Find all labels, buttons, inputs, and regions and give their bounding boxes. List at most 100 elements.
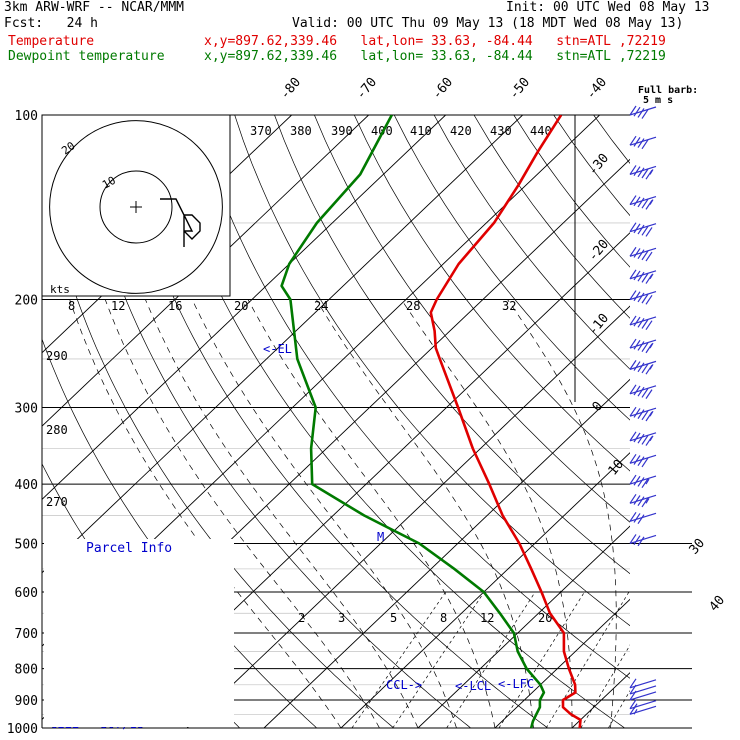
wind-barb-staff (629, 407, 657, 417)
moist-adiabat (401, 299, 573, 728)
wind-barb-flag (633, 223, 641, 234)
wind-barb (629, 534, 657, 547)
wind-barb-flag (629, 406, 637, 417)
theta-label: 370 (250, 124, 272, 138)
isotherm-label: -40 (584, 75, 611, 103)
wind-barb-flag (641, 139, 649, 150)
m-marker: M (377, 530, 384, 544)
mixing-ratio-label: 2 (298, 611, 305, 625)
wind-barb-flag (637, 197, 645, 208)
mixing-ratio-label: 5 (390, 611, 397, 625)
dry-adiabat (314, 115, 630, 523)
wind-barb-flag (637, 477, 645, 487)
wind-barb-flag (641, 457, 649, 468)
wind-barb (629, 431, 657, 446)
wind-barb-flag (629, 222, 637, 233)
dewpoint-trace (280, 115, 546, 728)
valid-time: Valid: 00 UTC Thu 09 May 13 (18 MDT Wed … (292, 16, 684, 31)
wind-barb (629, 246, 657, 262)
wind-barb-flag (637, 409, 645, 419)
dry-adiabat (593, 115, 630, 164)
temperature-legend: Temperature (8, 34, 95, 49)
isotherm-label: 10 (606, 457, 628, 479)
wind-barb-flag (629, 269, 637, 280)
mixing-ratio-label: 3 (338, 611, 345, 625)
wind-barb-flag (629, 705, 637, 715)
theta-label: 430 (490, 124, 512, 138)
forecast-hour: Fcst: 24 h (4, 16, 98, 31)
mixing-ratio-label: 20 (538, 611, 552, 625)
wind-barb (629, 195, 657, 210)
pressure-label-200: 200 (15, 294, 38, 309)
wind-barb (629, 453, 657, 468)
barb-scale-title: Full barb: (638, 85, 698, 96)
wind-barb-staff (629, 165, 657, 175)
init-time: Init: 00 UTC Wed 08 May 13 (506, 0, 710, 15)
wind-barb-flag (641, 342, 649, 353)
wind-barb-staff (629, 385, 657, 395)
wind-barb-flag (641, 319, 649, 329)
wind-barb-flag (633, 166, 641, 176)
mixing-ratio-label: 12 (480, 611, 494, 625)
hodograph-kts-label: kts (50, 283, 70, 296)
isotherm-label: -10 (586, 311, 613, 339)
wind-barb (629, 338, 657, 354)
theta-label: 380 (290, 124, 312, 138)
dry-adiabat (634, 115, 740, 728)
wind-barb-flag (633, 137, 641, 147)
wind-barb-flag (645, 294, 653, 305)
wind-barb-flag (641, 363, 649, 374)
wind-barb (629, 269, 657, 284)
wind-barb-flag (637, 536, 645, 547)
wind-barb-flag (629, 195, 637, 205)
wind-barb-half (645, 498, 650, 504)
dewpoint-legend: Dewpoint temperature (8, 49, 165, 64)
wind-barb-flag (633, 270, 641, 281)
dry-adiabat (353, 115, 630, 472)
wind-barb-staff (629, 316, 657, 326)
moist-adiabat (629, 299, 630, 300)
dry-adiabat (154, 115, 625, 728)
wind-barb-flag (633, 455, 641, 465)
mixing-ratio-line (498, 591, 585, 728)
wind-barb-half (649, 199, 654, 205)
mixing-ratio-label: 28 (406, 299, 420, 313)
wind-barb (629, 678, 657, 689)
isotherm (571, 672, 630, 728)
isotherm (494, 598, 630, 728)
wind-barb-flag (637, 167, 645, 178)
wind-barb-flag (637, 317, 645, 328)
wind-barb-flag (633, 248, 641, 258)
wind-barb-staff (629, 494, 657, 504)
wind-barb-flag (629, 360, 637, 370)
wind-barb-flag (637, 249, 645, 259)
wind-barb-staff (629, 223, 657, 233)
wind-barb-flag (641, 225, 649, 236)
wind-barb-flag (629, 511, 637, 522)
wind-barb-flag (629, 105, 637, 116)
mixing-ratio-line (631, 592, 709, 728)
wind-barb (629, 165, 657, 180)
mixing-ratio-label: 32 (502, 299, 516, 313)
wind-barb-staff (629, 106, 657, 116)
dewpoint-location-info: x,y=897.62,339.46 lat,lon= 33.63, -84.44… (204, 49, 666, 64)
wind-barb-flag (641, 109, 649, 119)
mixing-ratio-line (668, 592, 740, 728)
wind-barb-flag (629, 315, 637, 326)
wind-barb-flag (633, 385, 641, 396)
wind-barb-flag (637, 108, 645, 118)
hodograph-trace (160, 198, 201, 247)
isotherm (340, 452, 630, 728)
pressure-label-400: 400 (15, 478, 38, 493)
dry-adiabat (114, 115, 548, 728)
wind-barb-flag (637, 271, 645, 282)
wind-barb-flag (633, 316, 641, 327)
wind-barb-staff (629, 475, 657, 485)
dry-adiabat (274, 115, 630, 575)
pressure-label-100: 100 (15, 109, 38, 124)
wind-barb (629, 690, 657, 701)
isotherm-label: -70 (354, 75, 381, 103)
isotherm (42, 115, 446, 501)
wind-barb-staff (629, 136, 657, 146)
wind-barb-flag (633, 106, 641, 117)
